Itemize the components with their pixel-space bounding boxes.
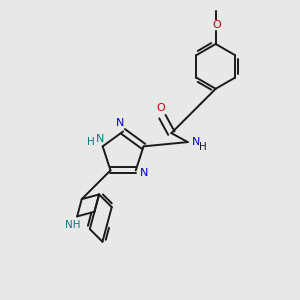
Text: N: N [116, 118, 124, 128]
Text: NH: NH [65, 220, 80, 230]
Text: H: H [200, 142, 207, 152]
Text: N: N [192, 137, 200, 147]
Text: O: O [213, 20, 222, 31]
Text: H: H [88, 137, 95, 147]
Text: O: O [157, 103, 165, 113]
Text: N: N [95, 134, 104, 144]
Text: N: N [140, 168, 148, 178]
